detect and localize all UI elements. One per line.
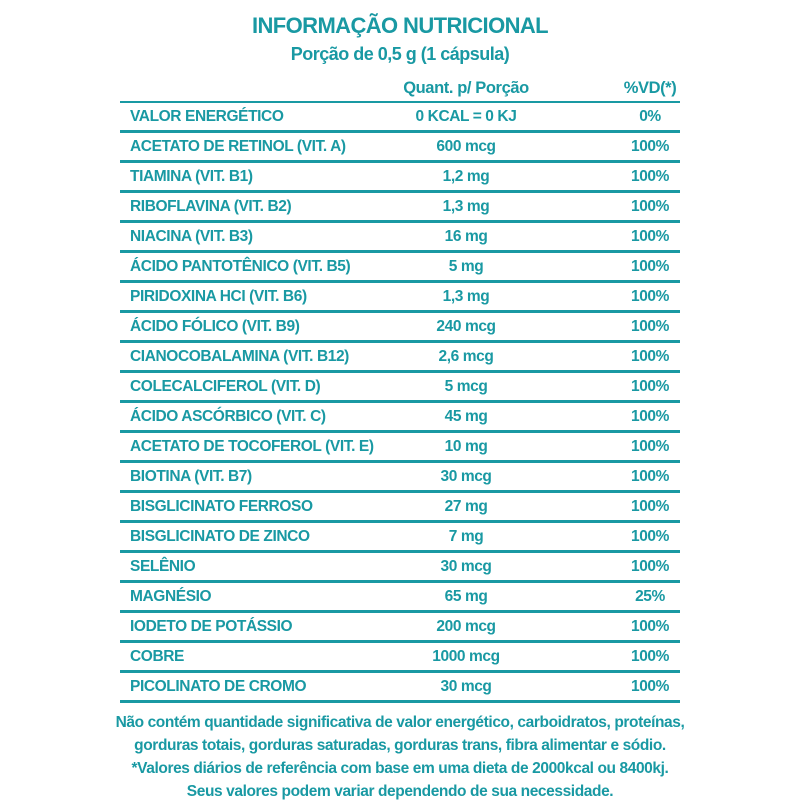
nutrient-dv: 0%: [639, 107, 661, 125]
nutrient-dv: 100%: [630, 407, 670, 425]
footnote-line: Seus valores podem variar dependendo de …: [186, 783, 614, 800]
nutrient-name: COLECALCIFEROL (VIT. D): [130, 377, 321, 395]
page-title: INFORMAÇÃO NUTRICIONAL: [252, 13, 549, 38]
nutrient-dv: 100%: [630, 497, 670, 515]
table-row: IODETO DE POTÁSSIO 200 mcg 100%: [120, 613, 680, 643]
table-row: MAGNÉSIO 65 mg 25%: [120, 583, 680, 613]
nutrient-quantity: 16 mg: [444, 227, 488, 245]
table-row: VALOR ENERGÉTICO 0 KCAL = 0 KJ 0%: [120, 103, 680, 133]
nutrient-name: COBRE: [130, 647, 184, 665]
nutrient-dv: 100%: [630, 677, 670, 695]
nutrient-quantity: 5 mg: [448, 257, 484, 275]
nutrient-quantity: 1000 mcg: [432, 647, 500, 665]
nutrient-dv: 100%: [630, 527, 670, 545]
table-row: COBRE 1000 mcg 100%: [120, 643, 680, 673]
nutrient-dv: 100%: [630, 197, 670, 215]
nutrient-quantity: 30 mcg: [440, 557, 492, 575]
nutrient-name: NIACINA (VIT. B3): [130, 227, 253, 245]
footnote-line: *Valores diários de referência com base …: [131, 760, 669, 777]
nutrition-table: Quant. p/ Porção %VD(*) VALOR ENERGÉTICO…: [120, 76, 680, 703]
nutrient-name: MAGNÉSIO: [130, 587, 212, 605]
nutrient-dv: 100%: [630, 137, 670, 155]
nutrient-name: SELÊNIO: [130, 557, 196, 575]
nutrient-quantity: 7 mg: [448, 527, 484, 545]
nutrient-name: ÁCIDO PANTOTÊNICO (VIT. B5): [130, 257, 351, 275]
table-row: CIANOCOBALAMINA (VIT. B12) 2,6 mcg 100%: [120, 343, 680, 373]
nutrient-dv: 100%: [630, 317, 670, 335]
table-row: ACETATO DE RETINOL (VIT. A) 600 mcg 100%: [120, 133, 680, 163]
table-row: PIRIDOXINA HCI (VIT. B6) 1,3 mg 100%: [120, 283, 680, 313]
nutrient-quantity: 0 KCAL = 0 KJ: [415, 107, 517, 125]
nutrient-dv: 100%: [630, 227, 670, 245]
nutrient-quantity: 200 mcg: [436, 617, 496, 635]
nutrient-quantity: 240 mcg: [436, 317, 496, 335]
nutrient-name: BIOTINA (VIT. B7): [130, 467, 252, 485]
nutrient-dv: 100%: [630, 437, 670, 455]
nutrient-name: VALOR ENERGÉTICO: [130, 107, 284, 125]
table-header-row: Quant. p/ Porção %VD(*): [120, 76, 680, 103]
table-row: NIACINA (VIT. B3) 16 mg 100%: [120, 223, 680, 253]
nutrient-quantity: 1,3 mg: [442, 197, 490, 215]
nutrient-dv: 25%: [635, 587, 665, 605]
nutrient-quantity: 5 mcg: [444, 377, 488, 395]
table-row: RIBOFLAVINA (VIT. B2) 1,3 mg 100%: [120, 193, 680, 223]
nutrient-quantity: 1,3 mg: [442, 287, 490, 305]
serving-size: Porção de 0,5 g (1 cápsula): [290, 44, 510, 64]
nutrient-name: ÁCIDO ASCÓRBICO (VIT. C): [130, 407, 326, 425]
nutrient-name: RIBOFLAVINA (VIT. B2): [130, 197, 292, 215]
nutrient-dv: 100%: [630, 467, 670, 485]
footnotes: Não contém quantidade significativa de v…: [0, 711, 800, 800]
nutrient-name: ACETATO DE TOCOFEROL (VIT. E): [130, 437, 374, 455]
table-row: COLECALCIFEROL (VIT. D) 5 mcg 100%: [120, 373, 680, 403]
nutrient-name: ÁCIDO FÓLICO (VIT. B9): [130, 317, 300, 335]
nutrient-dv: 100%: [630, 557, 670, 575]
nutrient-name: TIAMINA (VIT. B1): [130, 167, 253, 185]
nutrient-quantity: 30 mcg: [440, 677, 492, 695]
column-header-dv: %VD(*): [623, 79, 677, 97]
table-row: BISGLICINATO DE ZINCO 7 mg 100%: [120, 523, 680, 553]
nutrient-name: ACETATO DE RETINOL (VIT. A): [130, 137, 346, 155]
nutrient-quantity: 65 mg: [444, 587, 488, 605]
table-row: SELÊNIO 30 mcg 100%: [120, 553, 680, 583]
nutrient-quantity: 30 mcg: [440, 467, 492, 485]
table-row: BIOTINA (VIT. B7) 30 mcg 100%: [120, 463, 680, 493]
nutrient-quantity: 600 mcg: [436, 137, 496, 155]
nutrient-quantity: 45 mg: [444, 407, 488, 425]
table-row: PICOLINATO DE CROMO 30 mcg 100%: [120, 673, 680, 703]
nutrient-name: BISGLICINATO DE ZINCO: [130, 527, 310, 545]
nutrient-dv: 100%: [630, 617, 670, 635]
column-header-quantity: Quant. p/ Porção: [403, 79, 529, 97]
nutrient-name: IODETO DE POTÁSSIO: [130, 617, 293, 635]
nutrient-quantity: 2,6 mcg: [438, 347, 494, 365]
nutrient-dv: 100%: [630, 287, 670, 305]
nutrient-quantity: 27 mg: [444, 497, 488, 515]
nutrient-dv: 100%: [630, 347, 670, 365]
table-row: ACETATO DE TOCOFEROL (VIT. E) 10 mg 100%: [120, 433, 680, 463]
nutrient-dv: 100%: [630, 167, 670, 185]
nutrient-quantity: 1,2 mg: [442, 167, 490, 185]
table-row: BISGLICINATO FERROSO 27 mg 100%: [120, 493, 680, 523]
nutrient-name: BISGLICINATO FERROSO: [130, 497, 313, 515]
nutrient-dv: 100%: [630, 647, 670, 665]
nutrient-name: PICOLINATO DE CROMO: [130, 677, 307, 695]
table-row: ÁCIDO PANTOTÊNICO (VIT. B5) 5 mg 100%: [120, 253, 680, 283]
table-row: ÁCIDO ASCÓRBICO (VIT. C) 45 mg 100%: [120, 403, 680, 433]
table-body: VALOR ENERGÉTICO 0 KCAL = 0 KJ 0% ACETATO D…: [120, 103, 680, 703]
footnote-line: Não contém quantidade significativa de v…: [115, 714, 685, 731]
nutrient-dv: 100%: [630, 377, 670, 395]
nutrient-name: CIANOCOBALAMINA (VIT. B12): [130, 347, 349, 365]
footnote-line: gorduras totais, gorduras saturadas, gor…: [134, 737, 666, 754]
nutrient-quantity: 10 mg: [444, 437, 488, 455]
table-row: ÁCIDO FÓLICO (VIT. B9) 240 mcg 100%: [120, 313, 680, 343]
table-row: TIAMINA (VIT. B1) 1,2 mg 100%: [120, 163, 680, 193]
nutrient-name: PIRIDOXINA HCI (VIT. B6): [130, 287, 307, 305]
nutrient-dv: 100%: [630, 257, 670, 275]
